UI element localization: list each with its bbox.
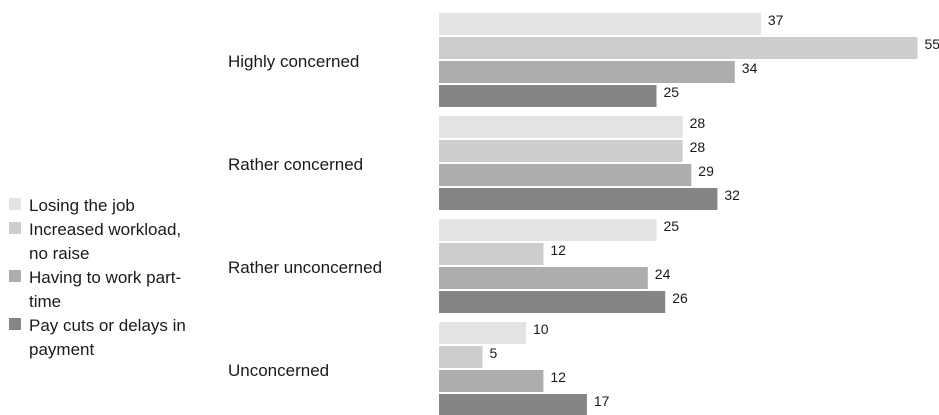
data-label: 26 xyxy=(672,290,688,306)
legend-label: Increased workload, no raise xyxy=(29,220,182,263)
bar xyxy=(439,188,718,210)
category-label: Rather concerned xyxy=(228,155,363,174)
bar xyxy=(439,394,587,415)
data-label: 25 xyxy=(664,218,680,234)
category-label: Unconcerned xyxy=(228,361,329,380)
legend-swatch xyxy=(9,270,21,282)
bar xyxy=(439,322,526,344)
data-label: 17 xyxy=(594,393,610,409)
legend-swatch xyxy=(9,222,21,234)
bar xyxy=(439,37,918,59)
bar xyxy=(439,85,657,107)
legend-label: Pay cuts or delays in payment xyxy=(29,316,186,359)
category-label: Highly concerned xyxy=(228,52,359,71)
bar xyxy=(439,164,692,186)
bar xyxy=(439,13,761,35)
bar xyxy=(439,346,483,368)
data-label: 34 xyxy=(742,60,758,76)
data-label: 24 xyxy=(655,266,671,282)
bar xyxy=(439,140,683,162)
bar xyxy=(439,267,648,289)
legend-swatch xyxy=(9,318,21,330)
bar xyxy=(439,219,657,241)
data-label: 29 xyxy=(698,163,714,179)
bar xyxy=(439,370,544,392)
legend-label: Having to work part-time xyxy=(29,268,182,311)
data-label: 5 xyxy=(490,345,498,361)
bar xyxy=(439,243,544,265)
legend-label: Losing the job xyxy=(29,196,135,215)
data-label: 55 xyxy=(925,36,939,52)
data-label: 12 xyxy=(550,242,566,258)
legend-item: Pay cuts or delays in payment xyxy=(9,314,195,362)
data-label: 32 xyxy=(724,187,740,203)
data-label: 37 xyxy=(768,12,784,28)
data-label: 10 xyxy=(533,321,549,337)
data-label: 12 xyxy=(550,369,566,385)
bar xyxy=(439,291,666,313)
legend-item: Losing the job xyxy=(9,194,195,218)
category-label: Rather unconcerned xyxy=(228,258,382,277)
chart-legend: Losing the job Increased workload, no ra… xyxy=(9,194,195,362)
data-label: 25 xyxy=(664,84,680,100)
data-label: 28 xyxy=(690,115,706,131)
legend-item: Increased workload, no raise xyxy=(9,218,195,266)
legend-item: Having to work part-time xyxy=(9,266,195,314)
bar xyxy=(439,116,683,138)
data-label: 28 xyxy=(690,139,706,155)
bar xyxy=(439,61,735,83)
legend-swatch xyxy=(9,198,21,210)
